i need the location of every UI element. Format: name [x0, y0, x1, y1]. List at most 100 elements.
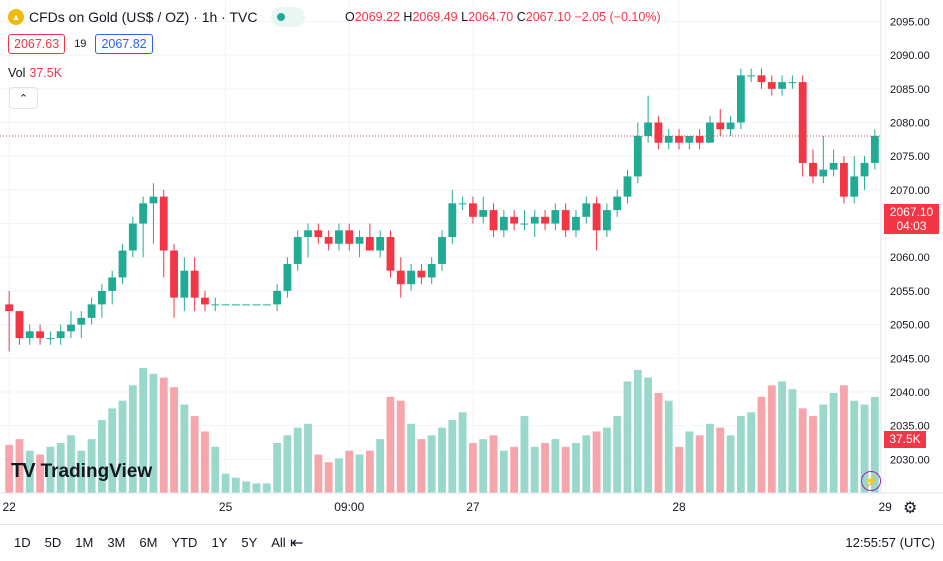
volume-bar — [716, 427, 725, 493]
volume-bar — [541, 443, 549, 493]
candle-body — [541, 216, 549, 224]
candle-body — [870, 135, 879, 163]
candle-body — [675, 135, 683, 143]
time-tick-label: 28 — [672, 500, 686, 514]
candle-body — [77, 317, 86, 325]
buy-price-button[interactable]: 2067.82 — [95, 34, 153, 54]
collapse-legend-button[interactable]: ⌃ — [9, 87, 38, 109]
volume-bar — [67, 435, 75, 493]
candle-body — [767, 82, 776, 89]
bolt-icon[interactable]: ⚡ — [861, 471, 881, 491]
volume-bar — [778, 381, 787, 493]
price-tick-label: 2055.00 — [890, 286, 930, 298]
clock-timezone[interactable]: 12:55:57 (UTC) — [845, 535, 935, 550]
volume-bar — [355, 454, 364, 493]
volume-bar — [376, 439, 385, 493]
market-status-pill[interactable] — [271, 7, 306, 27]
range-all[interactable]: All — [271, 535, 286, 550]
candle-body — [97, 290, 106, 305]
price-tick-label: 2095.00 — [890, 16, 930, 28]
range-3m[interactable]: 3M — [107, 535, 126, 550]
price-tick-label: 2035.00 — [890, 421, 930, 433]
candle-body — [860, 162, 869, 177]
candle-body — [365, 237, 374, 251]
candle-body — [324, 237, 333, 244]
candle-body — [479, 210, 488, 217]
candle-body — [15, 311, 24, 339]
candle-body — [644, 122, 653, 136]
price-tick-label: 2030.00 — [890, 454, 930, 466]
price-chart[interactable]: 2095.00 2090.00 2085.00 2080.00 2075.00 2070.… — [0, 0, 943, 524]
volume-bar — [582, 435, 591, 493]
range-1y[interactable]: 1Y — [211, 535, 228, 550]
price-tick-label: 2040.00 — [890, 387, 930, 399]
volume-bar — [190, 416, 199, 493]
candle-body — [809, 162, 817, 177]
high-value: 2069.49 — [412, 10, 458, 24]
price-tick-label: 2050.00 — [890, 320, 930, 332]
symbol-header[interactable]: ▲ CFDs on Gold (US$ / OZ) · 1h · TVC — [8, 7, 306, 27]
gear-icon[interactable]: ⚙ — [903, 500, 918, 517]
volume-bar — [273, 443, 282, 493]
volume-bar — [108, 408, 117, 493]
volume-bar — [170, 387, 178, 493]
candle-body — [5, 304, 14, 312]
volume-bar — [365, 450, 374, 493]
candle-body — [355, 237, 364, 244]
volume-bar — [788, 389, 797, 493]
candle-body — [582, 203, 591, 217]
volume-bar — [180, 404, 189, 493]
volume-bar — [736, 416, 745, 493]
volume-bar — [613, 416, 622, 493]
spread-value: 19 — [74, 38, 87, 50]
volume-bar — [231, 477, 240, 493]
volume-bar — [314, 454, 323, 493]
tradingview-logo[interactable]: TV TradingView — [11, 460, 152, 483]
candle-body — [128, 223, 137, 251]
price-tick-label: 2070.00 — [890, 185, 930, 197]
bar-countdown: 04:03 — [896, 219, 927, 233]
range-1m[interactable]: 1M — [75, 535, 94, 550]
volume-bar — [242, 481, 251, 493]
volume-bar — [335, 458, 343, 493]
logo-name: TradingView — [40, 460, 153, 482]
candle-body — [283, 263, 292, 291]
volume-bar — [149, 373, 158, 493]
candle-body — [304, 230, 312, 238]
candle-body — [623, 176, 632, 197]
candle-body — [273, 290, 282, 305]
candle-body — [149, 196, 158, 204]
candle-body — [231, 304, 240, 306]
candle-body — [530, 216, 539, 224]
volume-bar — [850, 400, 859, 493]
go-to-date-icon[interactable]: ⇤ — [290, 535, 304, 552]
close-value: 2067.10 — [525, 10, 571, 24]
price-tick-label: 2075.00 — [890, 151, 930, 163]
volume-bar — [870, 396, 879, 493]
range-5d[interactable]: 5D — [44, 535, 62, 550]
volume-bar — [747, 412, 756, 493]
candle-body — [736, 75, 745, 123]
candle-body — [25, 331, 34, 339]
range-ytd[interactable]: YTD — [171, 535, 198, 550]
volume-bar — [633, 369, 642, 493]
candle-body — [221, 304, 230, 306]
range-selector: 1D 5D 1M 3M 6M YTD 1Y 5Y All — [14, 535, 300, 550]
volume-bar — [726, 435, 735, 493]
sell-price-button[interactable]: 2067.63 — [8, 34, 66, 54]
volume-bar — [46, 446, 55, 493]
volume-bar — [829, 393, 838, 493]
candle-body — [489, 210, 498, 231]
range-1d[interactable]: 1D — [14, 535, 31, 550]
range-5y[interactable]: 5Y — [241, 535, 258, 550]
candle-body — [458, 203, 467, 205]
candle-body — [850, 176, 859, 197]
symbol-title[interactable]: CFDs on Gold (US$ / OZ) · 1h · TVC — [29, 9, 258, 25]
volume-label: Vol — [8, 66, 26, 80]
volume-bar — [757, 396, 766, 493]
volume-bar — [840, 385, 848, 493]
range-6m[interactable]: 6M — [139, 535, 158, 550]
price-tick-label: 2085.00 — [890, 84, 930, 96]
candle-body — [654, 122, 663, 143]
candle-body — [335, 230, 343, 244]
